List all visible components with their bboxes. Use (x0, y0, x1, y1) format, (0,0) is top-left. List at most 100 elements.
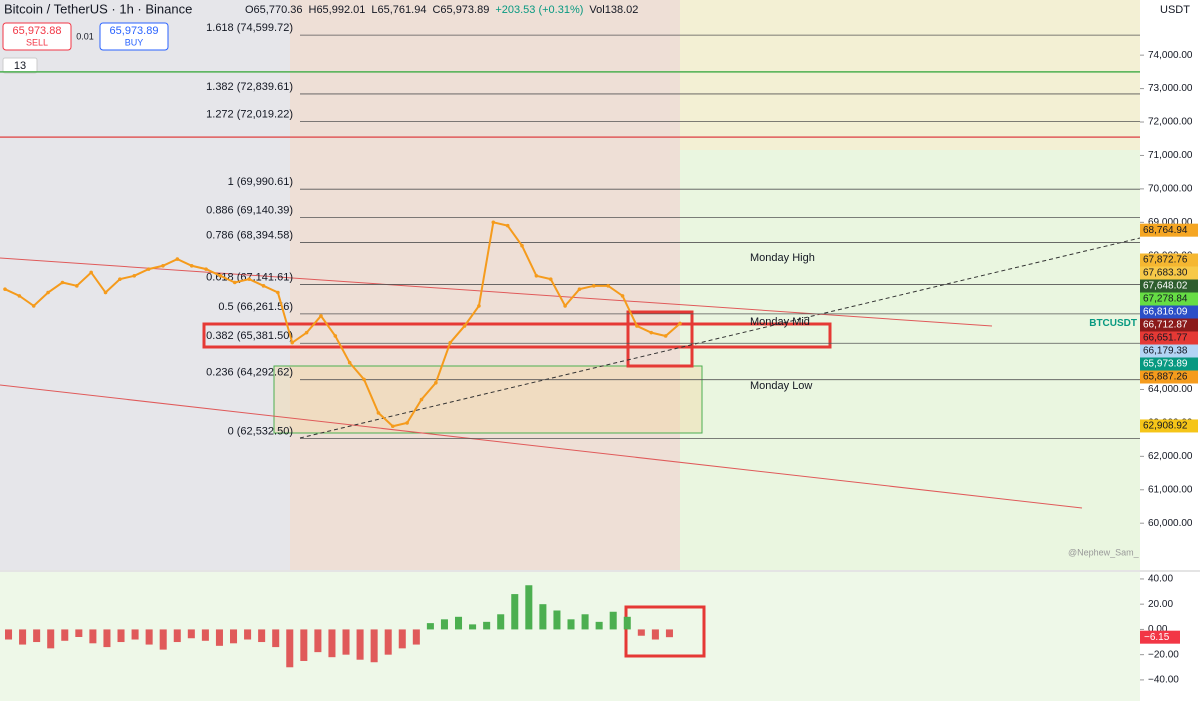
osc-bar (539, 604, 547, 630)
osc-bar (33, 629, 41, 643)
price-point (132, 274, 137, 278)
price-point (505, 223, 510, 228)
osc-bar (342, 629, 350, 655)
y-tick-label: 40.00 (1148, 574, 1173, 585)
price-point (232, 280, 237, 285)
fvg-zone (273, 365, 703, 434)
osc-bar (187, 629, 195, 639)
price-point (146, 267, 151, 271)
ohlc: O65,770.36 H65,992.01 L65,761.94 C65,973.89… (245, 4, 638, 16)
osc-bar (637, 629, 645, 636)
fib-label: 0.5 (66,261.56) (218, 301, 293, 313)
price-point (17, 294, 22, 298)
price-point (663, 334, 668, 338)
osc-bar (567, 619, 575, 630)
osc-bar (89, 629, 97, 644)
osc-bar (314, 629, 322, 653)
price-point (434, 380, 438, 385)
price-point (60, 280, 65, 285)
osc-bar (553, 610, 561, 630)
osc-bar (75, 629, 83, 637)
sell-button[interactable] (2, 22, 72, 51)
buy-price: 65,973.89 (110, 25, 159, 37)
osc-bar (469, 624, 477, 630)
fib-label: 0.886 (69,140.39) (206, 205, 293, 217)
osc-bar (651, 629, 659, 640)
price-point (290, 340, 295, 345)
price-tag (1140, 331, 1198, 345)
y-tick-label: 60,000.00 (1148, 518, 1193, 529)
osc-bar (300, 629, 308, 661)
osc-bar (497, 614, 505, 630)
header: Bitcoin / TetherUS · 1h · Binance O65,77… (2, 1, 1190, 557)
price-point (75, 284, 79, 288)
price-point (3, 287, 7, 291)
buy-button[interactable] (99, 22, 169, 51)
osc-bar (370, 629, 378, 663)
y-tick-label: 74,000.00 (1148, 50, 1193, 61)
osc-bar (440, 619, 448, 630)
price-point (161, 263, 165, 268)
osc-bar (511, 594, 519, 630)
price-point (649, 330, 654, 335)
y-tick-label: 71,000.00 (1148, 150, 1193, 161)
price-point (46, 290, 50, 295)
osc-bar (581, 614, 589, 630)
price-point (175, 257, 180, 261)
currency[interactable]: USDT (1160, 4, 1190, 16)
y-tick-label: 0.00 (1148, 624, 1168, 635)
y-tick-label: 73,000.00 (1148, 83, 1193, 94)
price-point (189, 263, 194, 268)
price-point (520, 243, 524, 248)
price-point (405, 421, 409, 425)
price-point (89, 270, 93, 275)
osc-bar (5, 629, 13, 640)
price-point (390, 424, 395, 429)
fib-label: 1.382 (72,839.61) (206, 81, 293, 93)
osc-bar (286, 629, 294, 668)
value-tag (1140, 630, 1180, 644)
price-point (347, 360, 352, 365)
fib-label: 1.618 (74,599.72) (206, 22, 293, 34)
indicator-count: 13 (14, 60, 26, 72)
osc-bar (215, 629, 223, 646)
y-tick-label: 72,000.00 (1148, 117, 1193, 128)
y-tick-label: −20.00 (1148, 649, 1179, 660)
annotation: Monday High (750, 252, 815, 264)
price-tag-label: 66,179.38 (1143, 346, 1188, 357)
fib-label: 0.382 (65,381.50) (206, 330, 293, 342)
price-point (606, 284, 610, 288)
price-tag-label: 66,712.87 (1143, 320, 1188, 331)
price-point (462, 324, 467, 328)
watermark: @Nephew_Sam_ (1068, 547, 1140, 557)
fib-label: 0 (62,532.50) (228, 425, 293, 437)
osc-bar (145, 629, 153, 645)
osc-bar (173, 629, 181, 643)
price-point (678, 321, 682, 326)
osc-bar (244, 629, 252, 640)
price-tag-label: 68,764.94 (1143, 225, 1188, 236)
price-point (276, 290, 280, 295)
price-point (333, 334, 338, 338)
sell-label: SELL (26, 37, 48, 47)
osc-bar (426, 623, 434, 630)
osc-bar (159, 629, 167, 650)
price-tag-label: 65,973.89 (1143, 359, 1188, 370)
price-point (563, 304, 567, 308)
indicators-toggle[interactable] (2, 57, 38, 74)
y-tick-label: −40.00 (1148, 675, 1179, 686)
price-tag (1140, 344, 1198, 358)
price-tag (1140, 253, 1198, 267)
y-tick-label: 61,000.00 (1148, 484, 1193, 495)
price-tag (1140, 318, 1198, 332)
price-tag-label: 67,648.02 (1143, 281, 1188, 292)
price-point (247, 277, 251, 281)
price-point (548, 277, 553, 281)
bg-left (0, 0, 290, 570)
osc-bar (19, 629, 27, 645)
price-tag (1140, 292, 1198, 306)
price-point (31, 304, 36, 308)
osc-bar (201, 629, 209, 641)
symbol-title: Bitcoin / TetherUS · 1h · Binance (4, 1, 192, 16)
